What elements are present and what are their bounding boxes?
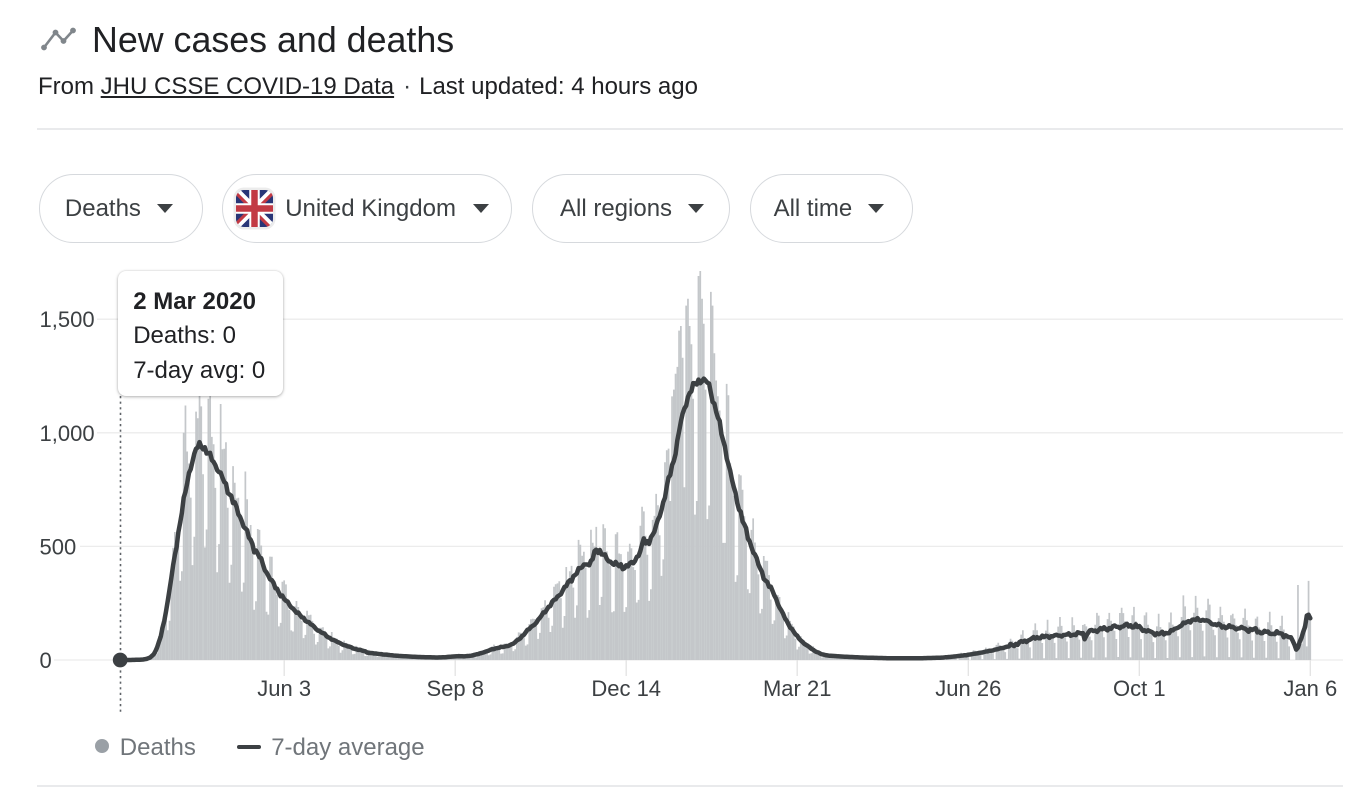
svg-text:Sep 8: Sep 8 (426, 676, 484, 701)
svg-text:Jun 3: Jun 3 (257, 676, 311, 701)
svg-text:1,000: 1,000 (40, 421, 95, 446)
svg-text:Dec 14: Dec 14 (591, 676, 661, 701)
svg-text:Oct 1: Oct 1 (1113, 676, 1166, 701)
svg-text:500: 500 (40, 534, 77, 559)
svg-text:Jun 26: Jun 26 (935, 676, 1001, 701)
svg-text:0: 0 (40, 648, 52, 673)
svg-text:1,500: 1,500 (40, 307, 95, 332)
svg-text:Jan 6: Jan 6 (1283, 676, 1337, 701)
svg-text:Mar 21: Mar 21 (763, 676, 831, 701)
